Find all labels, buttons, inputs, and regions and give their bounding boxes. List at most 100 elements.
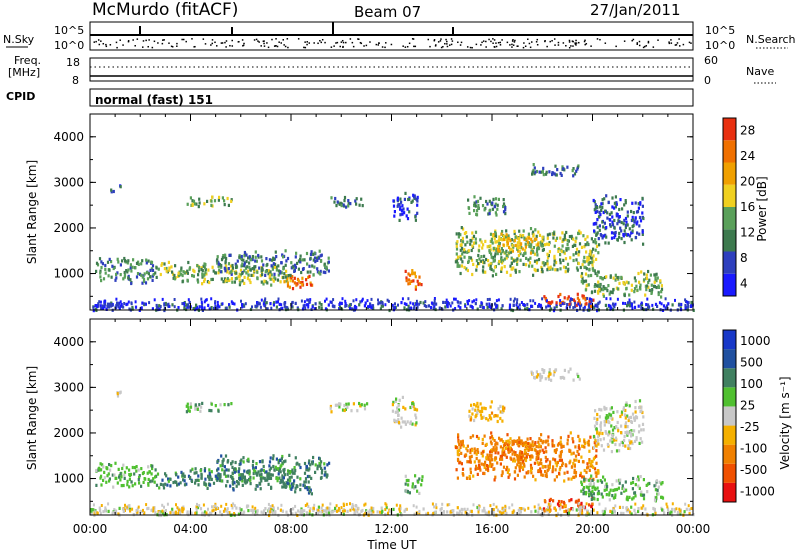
heatmap-cell xyxy=(108,257,111,261)
heatmap-cell xyxy=(119,273,122,277)
heatmap-cell xyxy=(637,304,640,308)
heatmap-cell xyxy=(186,512,189,516)
heatmap-cell xyxy=(260,479,263,483)
heatmap-cell xyxy=(587,274,590,278)
heatmap-cell xyxy=(573,458,576,462)
nsearch-point xyxy=(557,41,560,44)
nsearch-point xyxy=(631,39,633,42)
heatmap-cell xyxy=(363,304,366,308)
heatmap-cell xyxy=(451,301,454,305)
heatmap-cell xyxy=(264,273,267,277)
heatmap-cell xyxy=(505,511,508,515)
heatmap-cell xyxy=(609,223,612,227)
heatmap-cell xyxy=(137,505,140,509)
heatmap-cell xyxy=(220,265,223,269)
heatmap-cell xyxy=(233,470,236,474)
nsearch-point xyxy=(253,39,256,41)
nsearch-point xyxy=(287,46,289,49)
heatmap-cell xyxy=(312,506,315,510)
heatmap-cell xyxy=(204,271,207,275)
heatmap-cell xyxy=(394,399,397,403)
heatmap-cell xyxy=(392,199,395,203)
nsearch-point xyxy=(359,41,362,44)
heatmap-cell xyxy=(114,278,117,282)
heatmap-cell xyxy=(198,305,201,309)
heatmap-cell xyxy=(683,510,686,514)
heatmap-cell xyxy=(567,477,570,481)
heatmap-cell xyxy=(573,172,577,176)
heatmap-cell xyxy=(408,210,411,214)
heatmap-cell xyxy=(200,267,203,272)
heatmap-cell xyxy=(371,306,374,310)
nsearch-point xyxy=(134,45,136,47)
nsearch-point xyxy=(446,45,449,48)
heatmap-cell xyxy=(119,300,122,304)
nsearch-point xyxy=(565,44,567,47)
heatmap-cell xyxy=(559,436,562,440)
heatmap-cell xyxy=(465,231,468,235)
heatmap-cell xyxy=(203,279,206,284)
heatmap-cell xyxy=(495,249,498,253)
heatmap-cell xyxy=(130,269,133,273)
heatmap-cell xyxy=(456,511,459,515)
heatmap-cell xyxy=(106,260,110,264)
heatmap-cell xyxy=(493,204,496,208)
heatmap-cell xyxy=(538,437,541,441)
heatmap-cell xyxy=(657,292,660,297)
heatmap-cell xyxy=(487,418,490,422)
nsearch-point xyxy=(497,41,500,44)
heatmap-cell xyxy=(116,301,119,305)
heatmap-cell xyxy=(553,263,556,267)
heatmap-cell xyxy=(497,261,500,266)
heatmap-cell xyxy=(578,298,581,302)
heatmap-cell xyxy=(525,454,528,459)
heatmap-cell xyxy=(509,449,512,453)
heatmap-cell xyxy=(660,287,664,291)
heatmap-cell xyxy=(200,473,203,477)
heatmap-cell xyxy=(484,239,487,243)
nsearch-point xyxy=(153,40,156,43)
heatmap-cell xyxy=(656,304,659,308)
heatmap-cell xyxy=(500,258,503,262)
heatmap-cell xyxy=(542,370,545,374)
heatmap-cell xyxy=(143,279,146,283)
heatmap-cell xyxy=(196,405,200,410)
heatmap-cell xyxy=(539,449,542,453)
heatmap-cell xyxy=(470,239,473,243)
heatmap-cell xyxy=(330,196,333,200)
heatmap-cell xyxy=(246,471,249,475)
nsearch-point xyxy=(433,39,436,41)
heatmap-cell xyxy=(419,300,422,305)
y-tick-label: 3000 xyxy=(53,175,84,189)
heatmap-cell xyxy=(435,506,438,510)
heatmap-cell xyxy=(655,479,658,483)
heatmap-cell xyxy=(612,438,615,442)
heatmap-cell xyxy=(596,231,599,235)
freq-tick-bottom: 8 xyxy=(72,74,79,87)
heatmap-cell xyxy=(564,463,567,467)
heatmap-cell xyxy=(615,438,618,442)
heatmap-cell xyxy=(622,408,625,412)
heatmap-cell xyxy=(153,480,156,484)
heatmap-cell xyxy=(566,239,569,243)
heatmap-cell xyxy=(585,502,588,506)
nsearch-point xyxy=(457,41,459,44)
heatmap-cell xyxy=(560,500,563,504)
heatmap-cell xyxy=(469,460,472,464)
heatmap-cell xyxy=(469,467,472,471)
heatmap-cell xyxy=(144,302,147,306)
heatmap-cell xyxy=(490,239,493,244)
heatmap-cell xyxy=(493,259,496,263)
heatmap-cell xyxy=(151,479,154,483)
heatmap-cell xyxy=(366,299,369,303)
heatmap-cell xyxy=(480,255,483,259)
heatmap-cell xyxy=(308,486,311,490)
heatmap-cell xyxy=(216,468,219,472)
heatmap-cell xyxy=(403,306,406,310)
heatmap-cell xyxy=(526,452,529,457)
heatmap-cell xyxy=(100,279,103,283)
heatmap-cell xyxy=(563,376,566,380)
nsearch-point xyxy=(100,40,102,42)
heatmap-cell xyxy=(254,265,257,269)
heatmap-cell xyxy=(227,474,230,478)
